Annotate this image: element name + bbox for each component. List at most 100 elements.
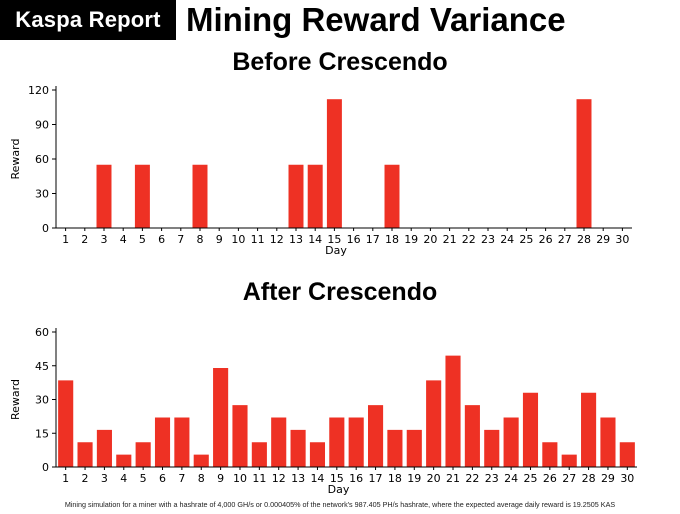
bar-after-day-5 xyxy=(135,442,151,467)
bar-after-day-21 xyxy=(445,355,461,468)
bar-after-day-19 xyxy=(406,429,422,468)
x-tick-label: 26 xyxy=(543,472,557,485)
bar-before-day-28 xyxy=(576,99,592,228)
x-tick-label: 2 xyxy=(82,472,89,485)
bar-after-day-15 xyxy=(329,417,345,467)
x-axis-label: Day xyxy=(325,244,347,257)
bar-after-day-7 xyxy=(174,417,190,467)
bar-after-day-25 xyxy=(522,392,539,467)
x-tick-label: 5 xyxy=(140,472,147,485)
x-tick-label: 3 xyxy=(101,233,108,246)
bar-after-day-6 xyxy=(154,417,171,467)
x-tick-label: 9 xyxy=(217,472,224,485)
x-tick-label: 17 xyxy=(369,472,383,485)
x-tick-label: 12 xyxy=(272,472,286,485)
x-tick-label: 20 xyxy=(423,233,437,246)
x-tick-label: 8 xyxy=(198,472,205,485)
x-tick-label: 26 xyxy=(539,233,553,246)
x-tick-label: 25 xyxy=(523,472,537,485)
bar-after-day-13 xyxy=(290,429,306,468)
brand-logo: Kaspa Report xyxy=(0,0,176,40)
bar-after-day-29 xyxy=(600,417,616,467)
x-tick-label: 5 xyxy=(139,233,146,246)
y-tick-label: 45 xyxy=(35,360,49,373)
x-tick-label: 4 xyxy=(120,233,127,246)
bar-after-day-1 xyxy=(58,380,74,468)
bar-after-day-20 xyxy=(426,380,442,468)
y-tick-label: 15 xyxy=(35,427,49,440)
x-tick-label: 21 xyxy=(443,233,457,246)
x-tick-label: 14 xyxy=(308,233,322,246)
bar-after-day-2 xyxy=(77,442,93,467)
chart-title-before: Before Crescendo xyxy=(232,48,448,76)
chart-title-after: After Crescendo xyxy=(242,278,438,306)
x-tick-label: 10 xyxy=(231,233,245,246)
x-tick-label: 20 xyxy=(427,472,441,485)
x-tick-label: 16 xyxy=(347,233,361,246)
x-tick-label: 29 xyxy=(596,233,610,246)
x-tick-label: 24 xyxy=(500,233,514,246)
bar-after-day-10 xyxy=(232,405,248,468)
y-tick-label: 60 xyxy=(35,153,49,166)
bar-after-day-17 xyxy=(368,405,384,468)
x-tick-label: 7 xyxy=(177,233,184,246)
x-tick-label: 22 xyxy=(465,472,479,485)
y-tick-label: 0 xyxy=(42,461,49,474)
x-tick-label: 10 xyxy=(233,472,247,485)
y-tick-label: 120 xyxy=(28,84,49,97)
x-tick-label: 12 xyxy=(270,233,284,246)
bar-after-day-27 xyxy=(561,454,577,468)
y-tick-label: 0 xyxy=(42,222,49,235)
x-tick-label: 19 xyxy=(407,472,421,485)
bar-before-day-5 xyxy=(134,164,150,228)
bar-after-day-26 xyxy=(542,442,558,467)
bar-after-day-14 xyxy=(309,442,326,467)
bar-after-day-18 xyxy=(387,429,403,468)
page-title: Mining Reward Variance xyxy=(186,1,566,38)
x-tick-label: 1 xyxy=(62,233,69,246)
footnote: Mining simulation for a miner with a has… xyxy=(64,500,616,509)
x-tick-label: 30 xyxy=(620,472,634,485)
bar-after-day-24 xyxy=(503,417,519,467)
x-tick-label: 4 xyxy=(120,472,127,485)
bar-after-day-23 xyxy=(484,429,500,468)
x-tick-label: 17 xyxy=(366,233,380,246)
x-tick-label: 1 xyxy=(62,472,69,485)
bar-before-day-13 xyxy=(288,164,304,228)
bar-after-day-8 xyxy=(193,454,209,468)
bar-before-day-15 xyxy=(326,99,342,228)
y-tick-label: 90 xyxy=(35,119,49,132)
x-tick-label: 24 xyxy=(504,472,518,485)
bar-before-day-18 xyxy=(384,164,400,228)
x-tick-label: 27 xyxy=(562,472,576,485)
y-axis-label: Reward xyxy=(9,379,22,420)
x-tick-label: 2 xyxy=(81,233,88,246)
y-axis-label: Reward xyxy=(9,139,22,180)
bar-after-day-28 xyxy=(581,392,597,467)
x-tick-label: 19 xyxy=(404,233,418,246)
bar-after-day-16 xyxy=(348,417,364,467)
y-tick-label: 60 xyxy=(35,326,49,339)
bar-after-day-3 xyxy=(96,429,112,468)
bar-after-day-30 xyxy=(619,442,635,467)
y-tick-label: 30 xyxy=(35,394,49,407)
bar-after-day-9 xyxy=(213,368,229,467)
x-tick-label: 22 xyxy=(462,233,476,246)
x-tick-label: 7 xyxy=(178,472,185,485)
bar-after-day-22 xyxy=(464,405,480,468)
x-axis-label: Day xyxy=(328,483,350,496)
x-tick-label: 18 xyxy=(385,233,399,246)
bar-before-day-8 xyxy=(192,164,208,228)
bar-before-day-3 xyxy=(96,164,112,228)
x-tick-label: 8 xyxy=(197,233,204,246)
x-tick-label: 18 xyxy=(388,472,402,485)
x-tick-label: 21 xyxy=(446,472,460,485)
x-tick-label: 25 xyxy=(519,233,533,246)
x-tick-label: 23 xyxy=(485,472,499,485)
bar-after-day-11 xyxy=(251,442,267,467)
x-tick-label: 15 xyxy=(330,472,344,485)
x-tick-label: 13 xyxy=(291,472,305,485)
x-tick-label: 27 xyxy=(558,233,572,246)
bar-after-day-4 xyxy=(116,454,132,468)
